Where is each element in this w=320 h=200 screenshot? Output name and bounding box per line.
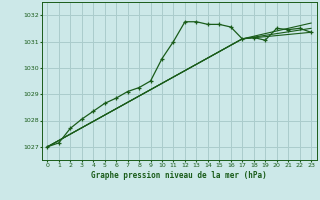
X-axis label: Graphe pression niveau de la mer (hPa): Graphe pression niveau de la mer (hPa) <box>91 171 267 180</box>
